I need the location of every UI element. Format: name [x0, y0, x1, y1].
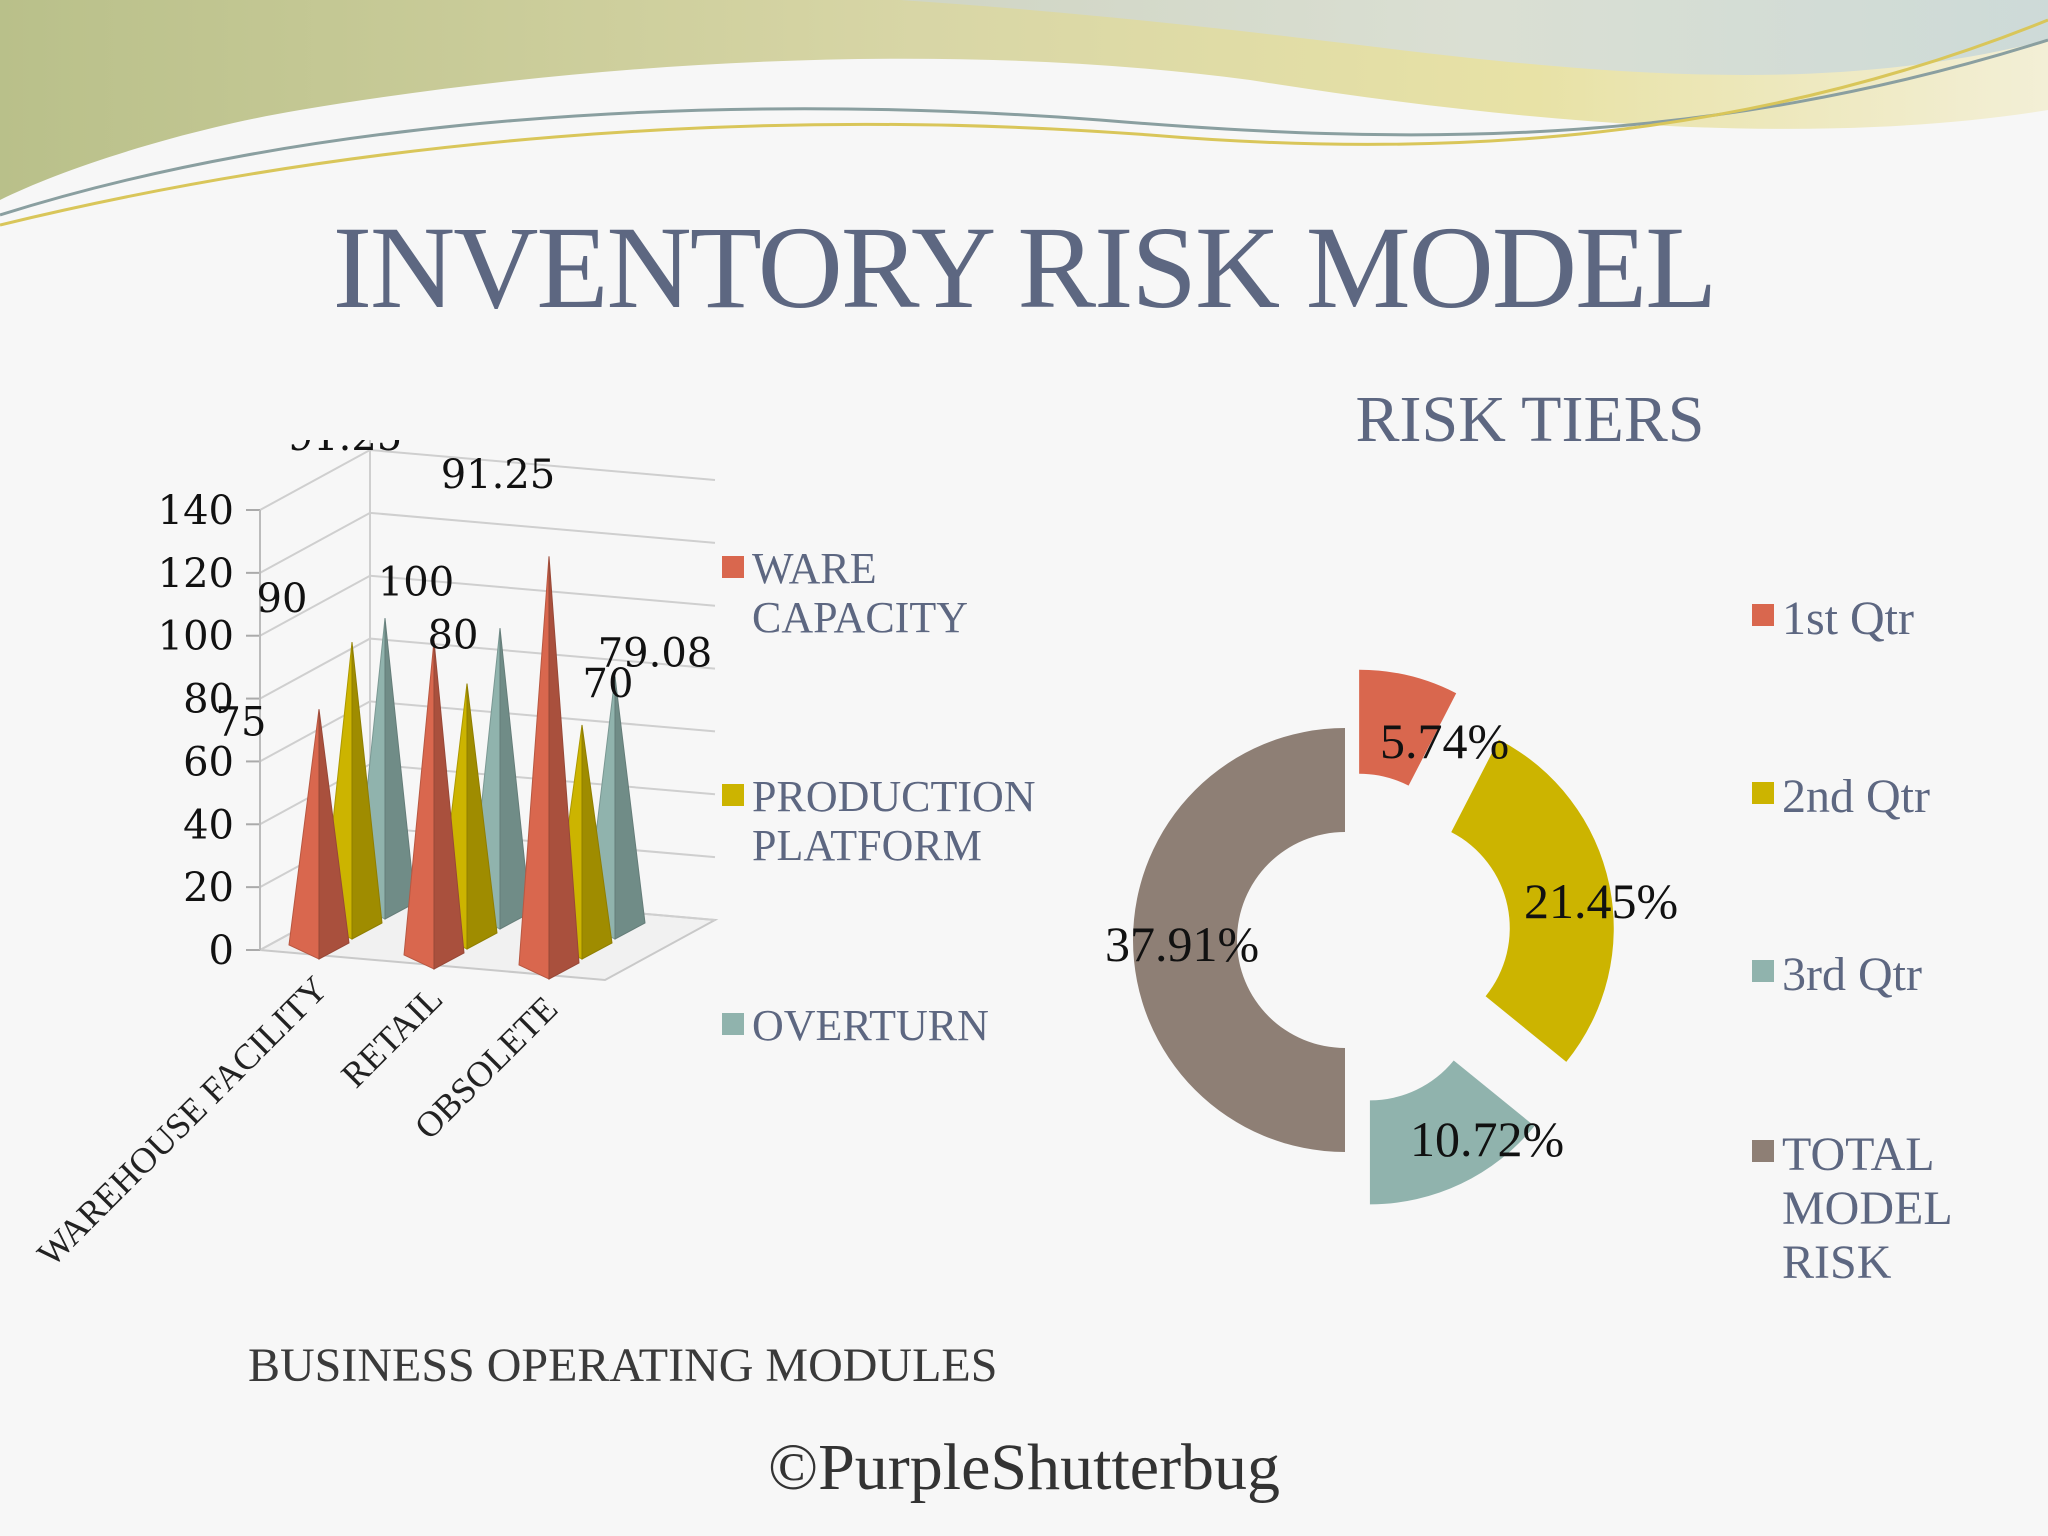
exploded-donut-chart: [1133, 669, 1614, 1205]
legend-swatch: [1752, 1140, 1774, 1162]
y-tick-label: 140: [158, 488, 234, 534]
gridline: [259, 574, 716, 637]
data-label-production-platform-warehouse-facility: 90: [257, 576, 308, 622]
data-label-ware-capacity-retail: 100: [378, 560, 454, 606]
legend-label: PRODUCTION PLATFORM: [752, 772, 1036, 871]
gridline: [259, 511, 716, 574]
donut-slice-3rd-qtr: [1369, 1060, 1535, 1205]
pyramid-ware-capacity-warehouse-facility: [288, 709, 350, 960]
legend-item-1st-qtr: 1st Qtr: [1752, 592, 1982, 646]
legend-item-2nd-qtr: 2nd Qtr: [1752, 770, 1982, 824]
legend-swatch: [722, 556, 744, 578]
legend-label: WARE CAPACITY: [752, 544, 968, 643]
slice-label-3rd-qtr: 10.72%: [1410, 1111, 1565, 1167]
x-tick-label-warehouse-facility: WAREHOUSE FACILITY: [29, 968, 335, 1274]
chart-marks: [288, 556, 646, 980]
donut-chart-title: RISK TIERS: [1355, 383, 1705, 456]
legend-swatch: [1752, 782, 1774, 804]
legend-label: 3rd Qtr: [1782, 948, 1922, 1001]
data-label-production-platform-obsolete: 70: [583, 661, 634, 707]
legend-label: OVERTURN: [752, 1001, 989, 1050]
y-tick-label: 100: [158, 614, 234, 660]
y-tick-label: 20: [183, 865, 234, 911]
y-axis-ticks: 0 20 40 60 80 100 120 140: [158, 488, 234, 974]
legend-item-total-model-risk: TOTAL MODEL RISK: [1752, 1128, 1982, 1289]
decorative-wave-header: [0, 0, 2048, 227]
page-title: INVENTORY RISK MODEL: [332, 202, 1718, 333]
legend-item-3rd-qtr: 3rd Qtr: [1752, 948, 1982, 1002]
data-label-overturn-obsolete: 79.08: [598, 630, 713, 676]
slice-label-1st-qtr: 5.74%: [1380, 713, 1510, 769]
data-label-overturn-warehouse-facility: 91.25: [288, 440, 403, 460]
y-tick-label: 120: [158, 551, 234, 597]
data-label-production-platform-retail: 80: [428, 613, 479, 659]
legend-swatch: [722, 1013, 744, 1035]
data-label-ware-capacity-warehouse-facility: 75: [216, 699, 267, 745]
legend-item-ware-capacity: WARE CAPACITY: [722, 544, 1092, 643]
legend-swatch: [722, 784, 744, 806]
legend-label: TOTAL MODEL RISK: [1782, 1128, 1951, 1289]
x-tick-label-retail: RETAIL: [333, 978, 450, 1095]
legend-swatch: [1752, 960, 1774, 982]
pyramid-ware-capacity-obsolete: [518, 556, 580, 980]
legend-label: 1st Qtr: [1782, 592, 1914, 645]
y-tick-label: 60: [183, 739, 234, 785]
donut-slice-total-model-risk: [1133, 728, 1345, 1152]
legend-item-production-platform: PRODUCTION PLATFORM: [722, 772, 1092, 871]
donut-slice-2nd-qtr: [1451, 739, 1614, 1062]
legend-item-overturn: OVERTURN: [722, 1001, 1092, 1050]
slice-label-2nd-qtr: 21.45%: [1524, 873, 1679, 929]
legend-label: 2nd Qtr: [1782, 770, 1930, 823]
slice-label-total-model-risk: 37.91%: [1105, 916, 1260, 972]
data-label-overturn-retail: 91.25: [441, 452, 556, 498]
pyramid-ware-capacity-retail: [403, 640, 465, 970]
y-tick-label: 80: [183, 677, 234, 723]
donut-slice-1st-qtr: [1359, 669, 1457, 786]
y-tick-label: 40: [183, 802, 234, 848]
x-axis-title: BUSINESS OPERATING MODULES: [248, 1339, 998, 1392]
donut-slices: [1133, 669, 1614, 1205]
y-tick-label: 0: [209, 928, 234, 974]
copyright-credit: ©PurpleShutterbug: [767, 1431, 1281, 1504]
legend-swatch: [1752, 604, 1774, 626]
